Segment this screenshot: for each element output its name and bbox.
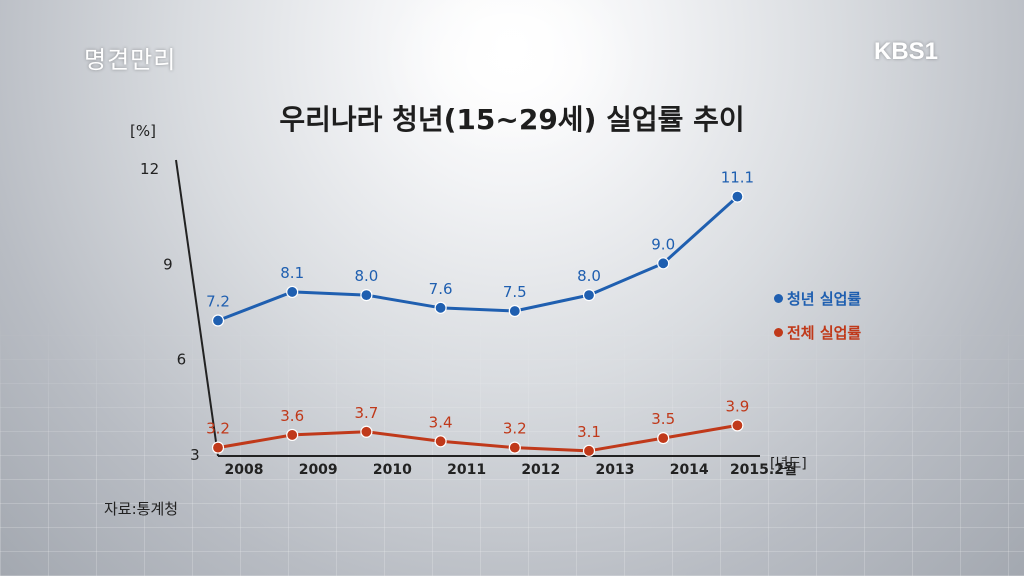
program-logo: 명견만리	[84, 46, 177, 74]
data-label: 11.1	[721, 169, 754, 187]
data-point	[731, 190, 744, 203]
data-point	[434, 435, 447, 448]
x-tick-label: 2009	[299, 462, 338, 478]
data-point	[582, 289, 596, 302]
y-tick-label: 12	[140, 160, 159, 178]
legend-marker-youth	[774, 294, 783, 303]
y-axis-line	[175, 159, 219, 457]
data-label: 3.7	[354, 404, 378, 422]
data-label: 3.6	[280, 407, 304, 425]
chart-title: 우리나라 청년(15~29세) 실업률 추이	[279, 103, 745, 136]
x-tick-label: 2014	[670, 462, 709, 478]
data-point	[211, 314, 225, 327]
legend-label-total: 전체 실업률	[787, 324, 862, 342]
data-point	[360, 425, 373, 438]
x-tick-label: 2011	[447, 462, 486, 478]
broadcaster-logo: KBS1	[874, 38, 939, 65]
data-point	[582, 444, 596, 457]
data-point	[360, 289, 373, 302]
data-label: 7.6	[429, 280, 453, 298]
x-tick-label: 2012	[521, 462, 560, 478]
x-tick-label: 2015.2월	[730, 461, 797, 478]
legend-item-youth: 청년 실업률	[774, 288, 861, 309]
data-label: 7.5	[503, 283, 527, 301]
data-label: 9.0	[651, 235, 675, 253]
data-label: 8.0	[577, 267, 601, 285]
x-tick-label: 2013	[596, 462, 635, 478]
data-label: 3.4	[429, 413, 453, 431]
data-label: 3.5	[651, 410, 675, 428]
legend-label-youth: 청년 실업률	[787, 290, 862, 308]
x-axis-label: [년도]	[770, 456, 807, 472]
data-point	[657, 432, 670, 445]
data-label: 7.2	[206, 293, 230, 311]
data-point	[286, 428, 299, 442]
y-tick-label: 3	[190, 446, 200, 464]
x-tick-label: 2010	[373, 462, 412, 478]
data-label: 3.2	[503, 420, 527, 438]
series-line-0	[217, 195, 739, 322]
source-note: 자료:통계청	[104, 500, 179, 518]
data-label: 8.1	[280, 264, 304, 282]
series-line-1	[217, 423, 738, 453]
background-glow	[380, 0, 640, 160]
data-label: 3.1	[577, 423, 601, 441]
data-point	[211, 441, 225, 454]
data-label: 3.9	[725, 397, 749, 415]
data-label: 8.0	[354, 267, 378, 285]
data-point	[434, 301, 447, 314]
legend-item-total: 전체 실업률	[774, 322, 861, 343]
x-tick-label: 2008	[225, 462, 264, 478]
data-label: 3.2	[206, 420, 230, 438]
legend-marker-total	[774, 328, 783, 337]
data-point	[508, 304, 521, 318]
y-tick-label: 6	[177, 351, 187, 369]
y-tick-label: 9	[163, 255, 173, 273]
y-axis-label: [%]	[130, 122, 156, 140]
data-point	[731, 419, 744, 432]
data-point	[657, 257, 670, 270]
data-point	[508, 441, 521, 454]
data-point	[286, 285, 299, 299]
